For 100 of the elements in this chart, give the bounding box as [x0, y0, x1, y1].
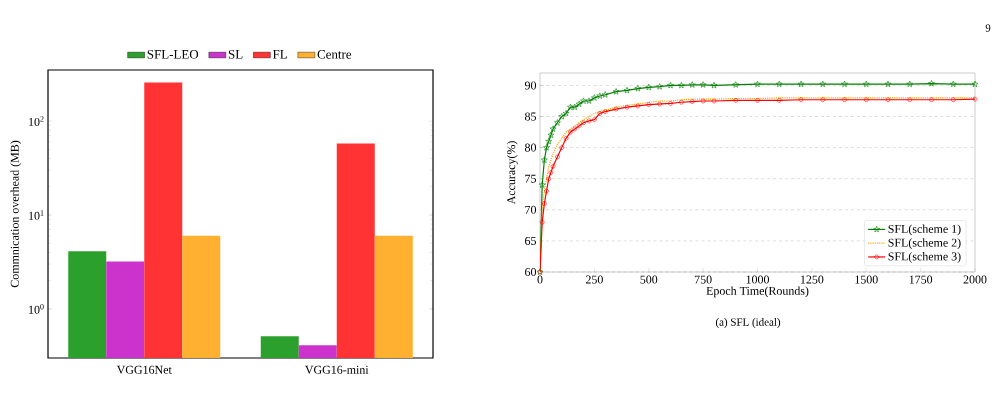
- text: (a) SFL (ideal): [715, 318, 781, 328]
- point: [550, 163, 556, 169]
- point: [929, 97, 934, 103]
- x-tick-label: 500: [640, 275, 658, 284]
- point: [711, 98, 717, 104]
- point: [602, 109, 608, 114]
- point: [754, 80, 761, 88]
- x-tick-label: 0: [537, 275, 543, 284]
- point: [586, 118, 592, 124]
- legend-label: SL: [228, 49, 243, 59]
- y-tick-label: 90: [524, 81, 537, 90]
- point: [546, 176, 551, 182]
- point: [538, 181, 546, 188]
- point: [862, 80, 870, 88]
- point: [678, 81, 685, 89]
- point: [656, 83, 663, 90]
- point: [884, 80, 892, 88]
- point: [646, 102, 652, 108]
- point: [755, 98, 760, 103]
- x-tick-label: 250: [585, 275, 603, 284]
- point: [601, 91, 609, 98]
- point: [558, 113, 566, 120]
- point: [841, 80, 848, 88]
- x-tick-label: 1000: [746, 275, 770, 284]
- point: [907, 97, 913, 103]
- y-tick-label: 70: [525, 205, 537, 214]
- y-tick-label: 80: [524, 143, 537, 152]
- y-tick-label: 10$^{1}$: [29, 210, 44, 220]
- y-tick-label: 10$^{0}$: [29, 304, 44, 314]
- point: [567, 103, 574, 111]
- point: [549, 125, 557, 132]
- legend-label: SFL(scheme 2): [888, 238, 961, 250]
- point: [775, 80, 783, 88]
- point: [592, 117, 597, 122]
- y-tick-label: 65: [525, 236, 537, 245]
- point: [928, 80, 935, 87]
- point: [548, 170, 554, 175]
- point: [635, 103, 641, 109]
- x-tick-label: VGG16Net: [116, 365, 172, 374]
- x-tick-label: VGG16-mini: [305, 365, 369, 374]
- text: 9: [985, 24, 991, 32]
- point: [798, 97, 804, 103]
- point: [700, 98, 706, 104]
- point: [568, 129, 573, 135]
- x-tick-label: 1750: [909, 275, 933, 284]
- y-tick-label: 60: [525, 267, 537, 277]
- point: [562, 109, 570, 117]
- point: [689, 99, 695, 104]
- point: [613, 106, 619, 112]
- point: [949, 80, 957, 88]
- x-tick-label: 1500: [855, 275, 878, 284]
- point: [563, 136, 569, 141]
- point: [544, 188, 549, 194]
- point: [547, 131, 555, 139]
- legend-label: SFL(scheme 1): [888, 224, 961, 236]
- point: [885, 97, 891, 103]
- point: [591, 94, 598, 101]
- x-tick-label: 2000: [963, 275, 987, 284]
- point: [971, 80, 979, 88]
- legend-label: Centre: [317, 49, 352, 59]
- point: [679, 99, 684, 105]
- point: [581, 120, 586, 126]
- point: [596, 92, 604, 99]
- point: [541, 156, 548, 163]
- x-tick-label: 750: [694, 275, 712, 284]
- point: [820, 97, 826, 103]
- point: [580, 97, 587, 104]
- point: [906, 80, 914, 88]
- point: [576, 123, 582, 129]
- point: [623, 86, 631, 94]
- point: [585, 97, 593, 104]
- point: [733, 98, 739, 103]
- point: [688, 81, 696, 88]
- point: [555, 154, 560, 160]
- point: [539, 219, 545, 225]
- point: [624, 104, 630, 110]
- point: [710, 81, 718, 89]
- y-tick-label: 85: [524, 112, 537, 121]
- point: [732, 81, 740, 88]
- y-axis-title: Accuracy(%): [506, 141, 518, 205]
- point: [575, 100, 583, 107]
- point: [699, 81, 707, 88]
- legend-label: SFL-LEO: [147, 49, 199, 59]
- x-axis-title: Epoch Time(Rounds): [706, 286, 809, 298]
- x-tick-label: 1250: [800, 275, 824, 284]
- point: [559, 145, 565, 150]
- point: [554, 119, 561, 126]
- point: [819, 80, 827, 88]
- point: [863, 97, 869, 103]
- point: [776, 98, 782, 103]
- point: [543, 144, 550, 151]
- point: [842, 97, 847, 103]
- y-tick-label: 75: [525, 174, 537, 183]
- point: [571, 103, 579, 111]
- point: [597, 111, 603, 116]
- point: [950, 97, 956, 103]
- point: [657, 101, 662, 107]
- y-axis-title: Commnication overhead (MB): [10, 140, 22, 288]
- point: [634, 85, 642, 92]
- point: [645, 83, 653, 91]
